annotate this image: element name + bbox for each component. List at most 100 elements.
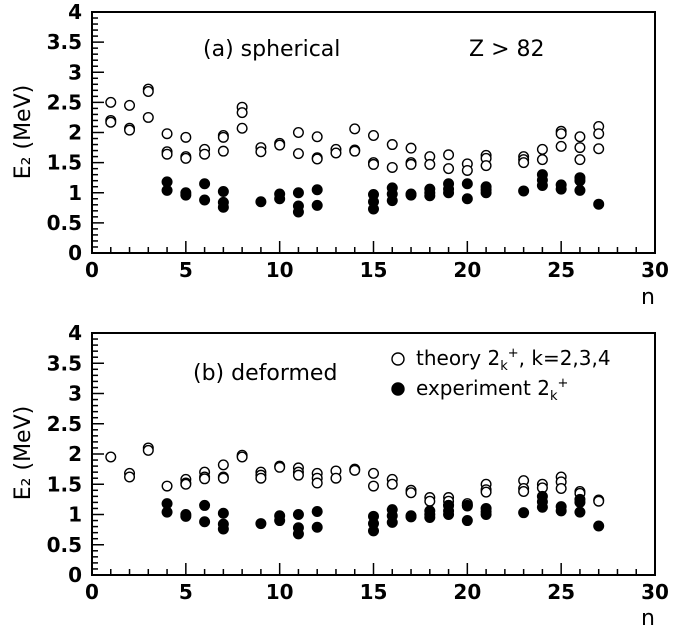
- experiment-point: [386, 195, 398, 207]
- theory-point: [368, 480, 380, 492]
- experiment-point: [593, 520, 605, 532]
- experiment-point: [180, 510, 192, 522]
- experiment-point: [480, 187, 492, 199]
- theory-point: [292, 126, 304, 138]
- theory-point: [217, 145, 229, 157]
- theory-point: [386, 139, 398, 151]
- experiment-point: [255, 196, 267, 208]
- theory-point: [274, 139, 286, 151]
- theory-point: [593, 495, 605, 507]
- y-tick-label: 2.5: [47, 412, 82, 436]
- y-tick-label: 3: [68, 382, 82, 406]
- experiment-point: [424, 190, 436, 202]
- theory-point: [518, 157, 530, 169]
- panel-annotation-z: Z > 82: [469, 37, 545, 62]
- y-axis-title: E₂ (MeV): [11, 85, 36, 179]
- y-tick-label: 2: [68, 121, 82, 145]
- experiment-point: [292, 187, 304, 199]
- theory-point: [236, 451, 248, 463]
- y-tick-label: 0: [68, 563, 82, 587]
- y-tick-label: 4: [68, 321, 82, 345]
- theory-point: [105, 116, 117, 128]
- theory-point: [443, 149, 455, 161]
- x-tick-label: 5: [179, 258, 193, 282]
- y-tick-label: 1: [68, 181, 82, 205]
- experiment-point: [574, 184, 586, 196]
- theory-point: [555, 140, 567, 152]
- x-tick-label: 0: [85, 580, 99, 604]
- theory-point: [480, 160, 492, 172]
- theory-point: [311, 131, 323, 143]
- theory-point: [199, 148, 211, 160]
- x-axis-title: n: [641, 285, 655, 310]
- experiment-point: [180, 189, 192, 201]
- experiment-point: [593, 198, 605, 210]
- theory-point: [217, 459, 229, 471]
- theory-point: [311, 153, 323, 165]
- y-tick-label: 0.5: [47, 533, 82, 557]
- experiment-point: [386, 516, 398, 528]
- theory-point: [124, 99, 136, 111]
- theory-point: [161, 480, 173, 492]
- theory-point: [405, 142, 417, 154]
- y-tick-label: 1: [68, 503, 82, 527]
- experiment-point: [574, 496, 586, 508]
- theory-point: [217, 131, 229, 143]
- legend-theory-label: theory 2k+, k=2,3,4: [416, 346, 611, 374]
- experiment-point: [518, 185, 530, 197]
- y-tick-label: 1.5: [47, 151, 82, 175]
- experiment-point: [405, 189, 417, 201]
- theory-point: [349, 145, 361, 157]
- x-tick-label: 0: [85, 258, 99, 282]
- x-tick-label: 30: [641, 258, 669, 282]
- experiment-point: [555, 505, 567, 517]
- experiment-point: [274, 193, 286, 205]
- experiment-point: [518, 507, 530, 519]
- experiment-point: [161, 506, 173, 518]
- experiment-point: [199, 499, 211, 511]
- theory-point: [124, 471, 136, 483]
- experiment-point: [536, 501, 548, 513]
- experiment-point: [217, 523, 229, 535]
- experiment-point: [368, 525, 380, 537]
- experiment-point: [461, 499, 473, 511]
- y-tick-label: 3.5: [47, 30, 82, 54]
- x-tick-label: 15: [360, 258, 388, 282]
- theory-point: [180, 131, 192, 143]
- experiment-point: [199, 516, 211, 528]
- experiment-point: [443, 187, 455, 199]
- experiment-point: [574, 175, 586, 187]
- x-tick-label: 25: [547, 258, 575, 282]
- theory-point: [536, 143, 548, 155]
- theory-point: [424, 495, 436, 507]
- theory-point: [142, 444, 154, 456]
- x-tick-label: 10: [266, 580, 294, 604]
- panel-annotation: (b) deformed: [193, 361, 337, 386]
- theory-point: [574, 131, 586, 143]
- theory-point: [142, 86, 154, 98]
- theory-point: [161, 148, 173, 160]
- theory-point: [593, 128, 605, 140]
- theory-point: [424, 158, 436, 170]
- theory-point: [349, 464, 361, 476]
- y-tick-label: 3.5: [47, 351, 82, 375]
- experiment-point: [574, 506, 586, 518]
- theory-point: [405, 158, 417, 170]
- experiment-point: [405, 511, 417, 523]
- theory-point: [330, 472, 342, 484]
- x-tick-label: 30: [641, 580, 669, 604]
- theory-point: [292, 469, 304, 481]
- theory-point: [105, 451, 117, 463]
- theory-point: [368, 467, 380, 479]
- theory-point: [386, 161, 398, 173]
- y-tick-label: 3: [68, 60, 82, 84]
- experiment-point: [443, 509, 455, 521]
- x-tick-label: 5: [179, 580, 193, 604]
- experiment-point: [311, 521, 323, 533]
- y-tick-label: 4: [68, 0, 82, 24]
- experiment-point: [461, 178, 473, 190]
- y-tick-label: 0: [68, 241, 82, 265]
- experiment-point: [424, 512, 436, 524]
- x-tick-label: 10: [266, 258, 294, 282]
